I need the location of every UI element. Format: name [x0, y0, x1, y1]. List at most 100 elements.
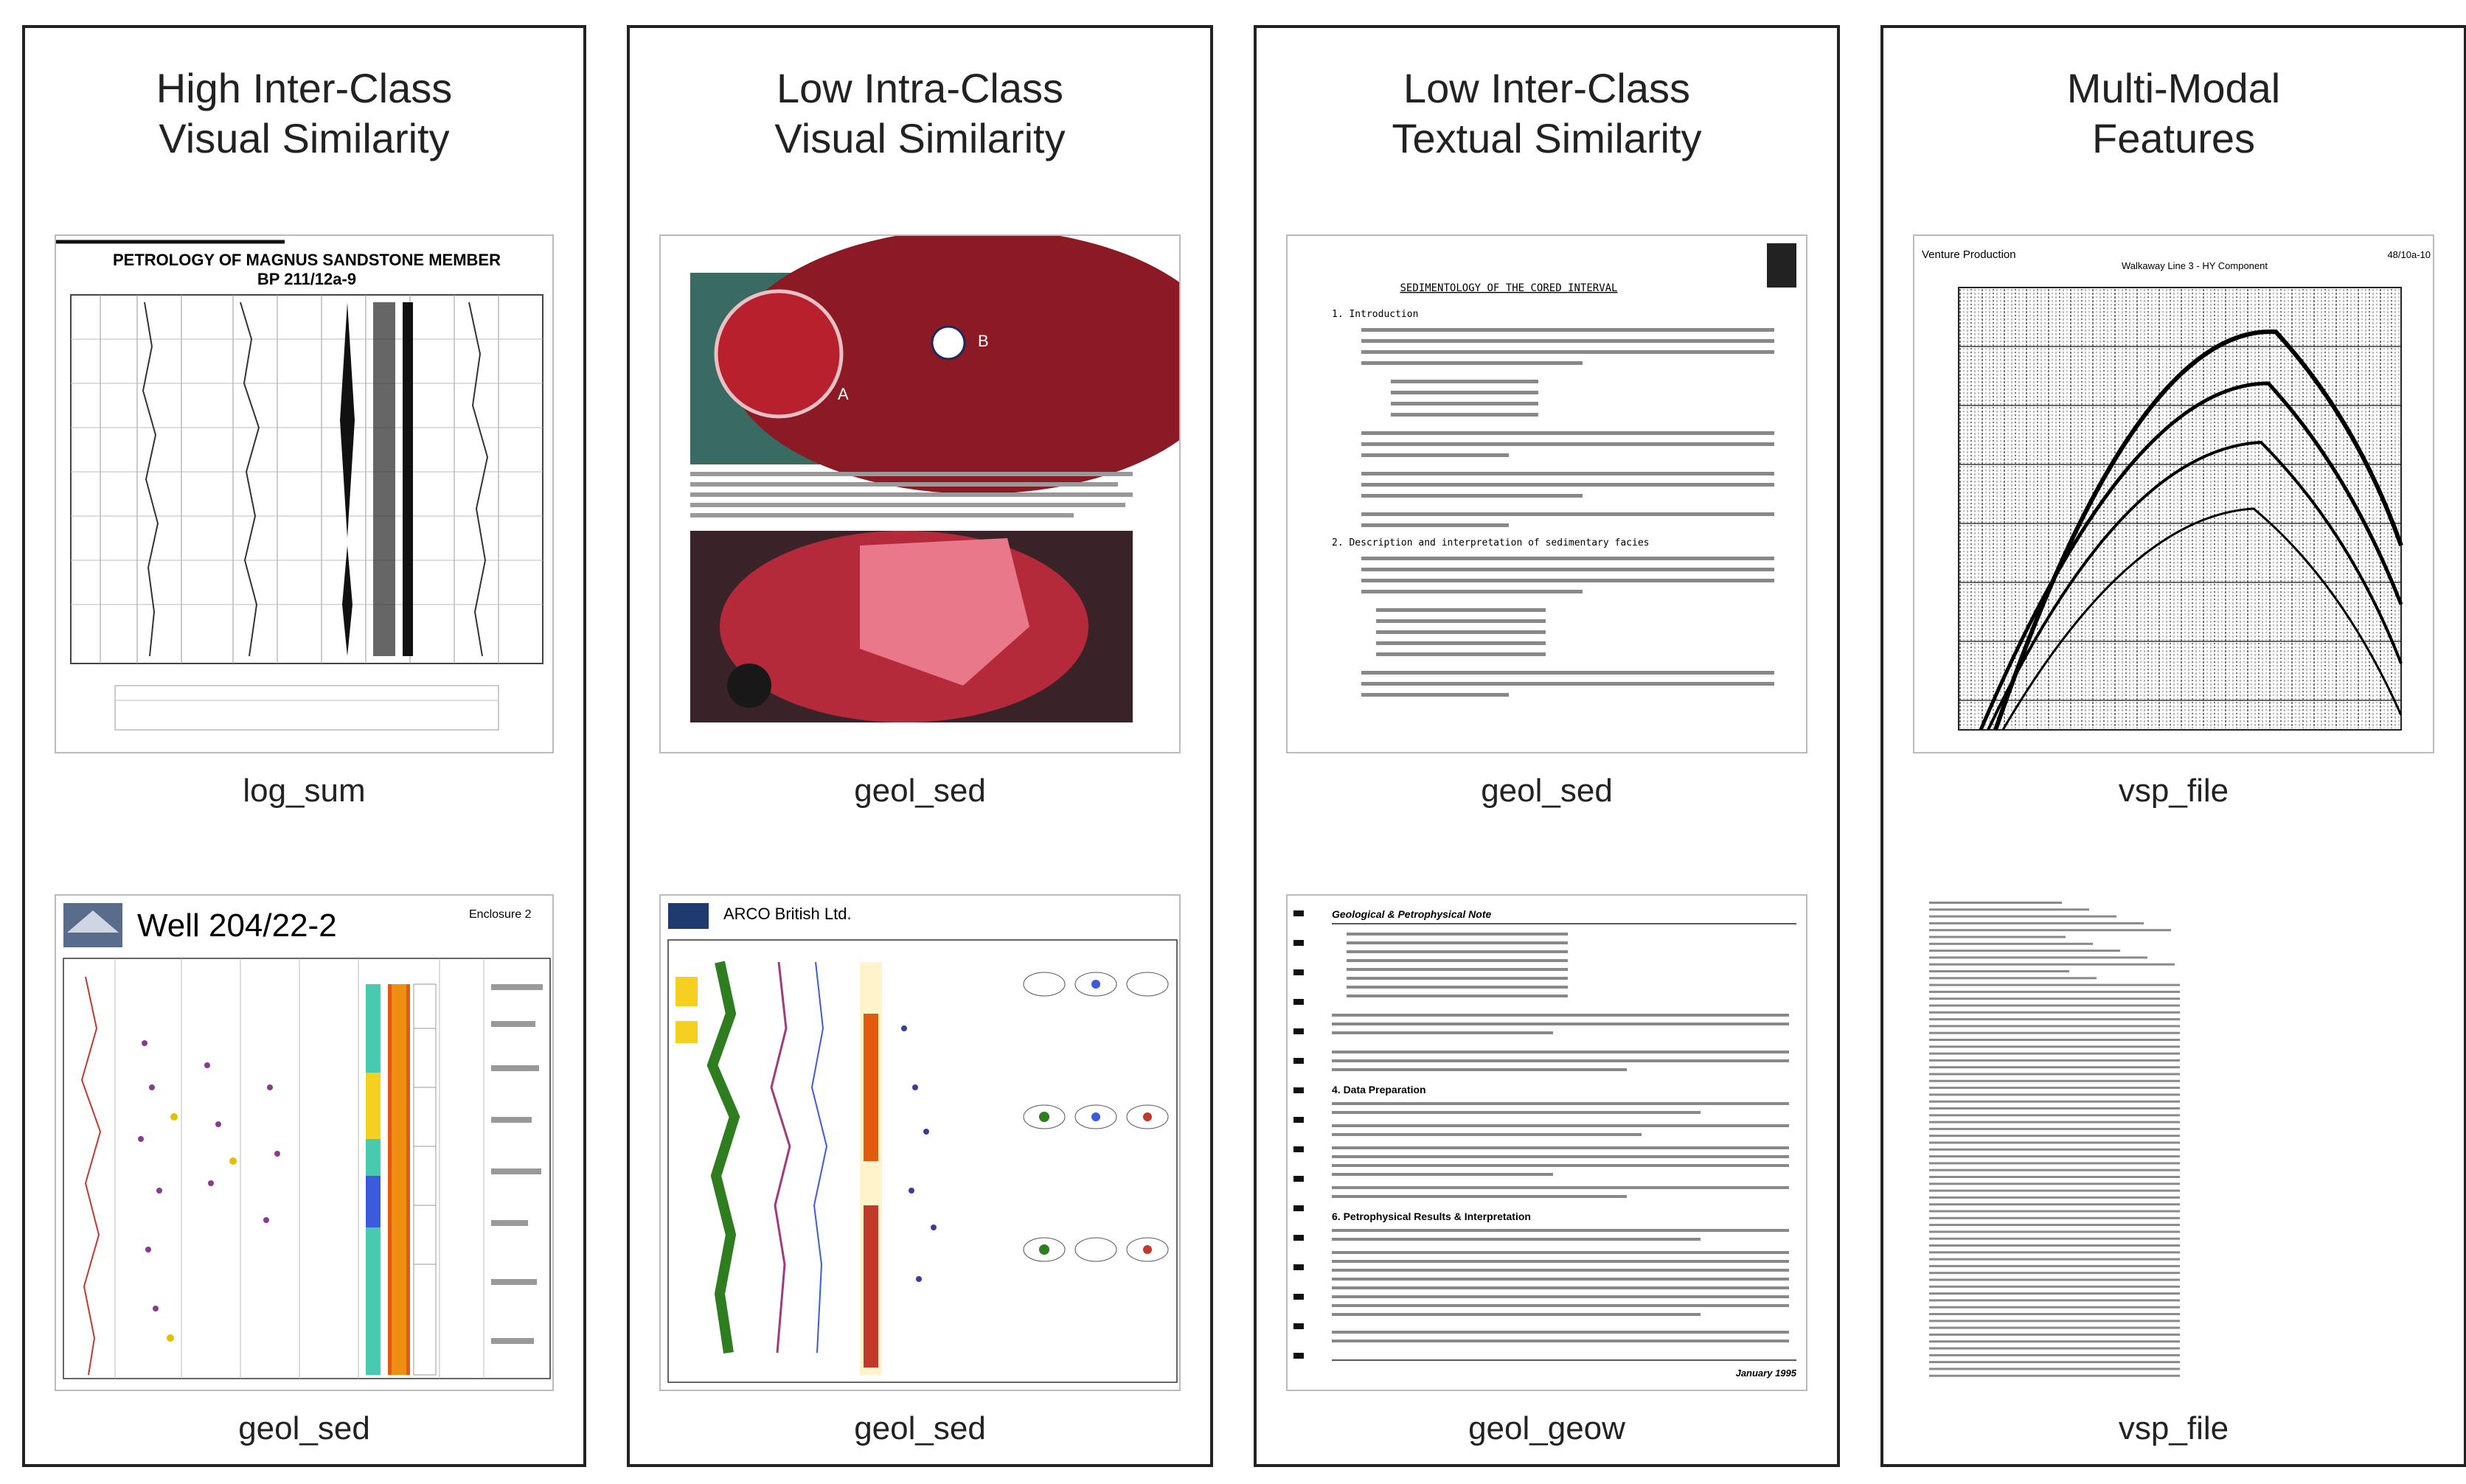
structural-plot-thumbnail: ARCO British Ltd. [659, 894, 1181, 1391]
class-label: vsp_file [2118, 773, 2229, 809]
text-line [1929, 1052, 2180, 1055]
text-line [1929, 1039, 2180, 1041]
title-line-1: High Inter-Class [156, 65, 453, 111]
text-line [1929, 1059, 2180, 1062]
text-line [1929, 942, 2093, 945]
text-line [1929, 1066, 2180, 1069]
text-line [1929, 1278, 2180, 1281]
log-doc-title: PETROLOGY OF MAGNUS SANDSTONE MEMBER [113, 251, 501, 269]
vsp-header-center: Walkaway Line 3 - HY Component [2122, 260, 2268, 271]
text-line [1929, 1203, 2180, 1206]
text-line [1929, 922, 2144, 924]
title-line-1: Multi-Modal [2066, 65, 2281, 111]
text-line [1929, 1361, 2180, 1364]
text-line [1929, 1100, 2180, 1103]
text-line [1929, 1093, 2180, 1096]
seismic-section-thumbnail: Venture Production Walkaway Line 3 - HY … [1913, 234, 2434, 753]
panel-title: Multi-Modal Features [1883, 63, 2464, 164]
class-label: geol_sed [1481, 773, 1613, 809]
text-line [1929, 1354, 2180, 1356]
text-line [1929, 1272, 2180, 1275]
text-line [1929, 950, 2120, 952]
text-line [1929, 1320, 2180, 1323]
text-line [1929, 1073, 2180, 1076]
svg-text:A: A [838, 385, 849, 403]
text-line [1929, 1230, 2180, 1233]
text-line [1929, 1237, 2180, 1240]
title-line-1: Low Intra-Class [776, 65, 1064, 111]
title-line-2: Visual Similarity [159, 115, 450, 161]
text-line [1929, 956, 2147, 959]
log-doc-subtitle: BP 211/12a-9 [257, 270, 356, 288]
text-line [1929, 1121, 2180, 1124]
text-line [1929, 902, 2062, 904]
text-line [1929, 929, 2171, 932]
text-line [1929, 1340, 2180, 1343]
text-line [1929, 1011, 2180, 1014]
text-line [1929, 1326, 2180, 1329]
text-line [1929, 990, 2180, 993]
title-line-2: Features [2092, 115, 2255, 161]
class-label: geol_geow [1468, 1410, 1625, 1446]
vsp-header-right: 48/10a-10 [2387, 249, 2431, 260]
text-line [1929, 1210, 2180, 1213]
text-line [1929, 1216, 2180, 1219]
petrophysical-note-thumbnail: Geological & Petrophysical Note 4. Data … [1286, 894, 1807, 1391]
text-line [1929, 1182, 2180, 1185]
text-line [1929, 970, 2069, 972]
well-doc-enclosure: Enclosure 2 [469, 908, 532, 921]
panel-multi-modal: Multi-Modal Features Venture Production … [1880, 25, 2466, 1467]
text-line [1929, 1374, 2180, 1377]
panel-high-inter-class: High Inter-Class Visual Similarity PETRO… [22, 25, 586, 1467]
text-line [1929, 1114, 2180, 1117]
panel-title: Low Inter-Class Textual Similarity [1257, 63, 1837, 164]
panel-low-intra-class: Low Intra-Class Visual Similarity B A ge… [627, 25, 1213, 1467]
text-line [1929, 1258, 2180, 1261]
text-line [1929, 1004, 2180, 1007]
class-label: vsp_file [2118, 1410, 2229, 1446]
note-doc-section-2: 6. Petrophysical Results & Interpretatio… [1332, 1210, 1531, 1222]
text-line [1929, 1306, 2180, 1309]
title-line-2: Textual Similarity [1392, 115, 1702, 161]
text-line [1929, 977, 2097, 980]
note-doc-header: Geological & Petrophysical Note [1332, 908, 1491, 920]
vsp-text-lines [1929, 902, 2180, 1377]
text-line [1929, 908, 2089, 911]
panel-title: Low Intra-Class Visual Similarity [630, 63, 1210, 164]
arco-doc-title: ARCO British Ltd. [723, 905, 852, 923]
text-line [1929, 1176, 2180, 1178]
text-line [1929, 1347, 2180, 1350]
text-line [1929, 1251, 2180, 1254]
note-doc-section-1: 4. Data Preparation [1332, 1084, 1426, 1095]
class-label: log_sum [243, 773, 366, 809]
sed-doc-title: SEDIMENTOLOGY OF THE CORED INTERVAL [1400, 282, 1617, 294]
text-line [1929, 1045, 2180, 1048]
text-line [1929, 1079, 2180, 1082]
text-line [1929, 1127, 2180, 1130]
class-label: geol_sed [854, 1410, 986, 1446]
text-line [1929, 1018, 2180, 1021]
text-line [1929, 1087, 2180, 1090]
text-line [1929, 1155, 2180, 1158]
text-line [1929, 983, 2180, 986]
text-line [1929, 915, 2116, 918]
text-line [1929, 1189, 2180, 1192]
panel-title: High Inter-Class Visual Similarity [25, 63, 583, 164]
text-line [1929, 1333, 2180, 1336]
petrology-photo-thumbnail: B A [659, 234, 1181, 753]
well-log-thumbnail: Well 204/22-2 Enclosure 2 [55, 894, 554, 1391]
sedimentology-text-thumbnail: SEDIMENTOLOGY OF THE CORED INTERVAL 1. I… [1286, 234, 1807, 753]
text-line [1929, 936, 2066, 938]
text-line [1929, 1196, 2180, 1199]
text-line [1929, 1299, 2180, 1302]
class-label: geol_sed [854, 773, 986, 809]
text-line [1929, 1025, 2180, 1028]
sed-doc-section-1: 1. Introduction [1332, 309, 1418, 320]
text-line [1929, 997, 2180, 1000]
svg-text:B: B [978, 332, 989, 350]
class-label: geol_sed [238, 1410, 370, 1446]
text-line [1929, 1148, 2180, 1151]
text-line [1929, 1292, 2180, 1295]
text-line [1929, 1264, 2180, 1267]
log-summary-thumbnail: PETROLOGY OF MAGNUS SANDSTONE MEMBER BP … [55, 234, 554, 753]
